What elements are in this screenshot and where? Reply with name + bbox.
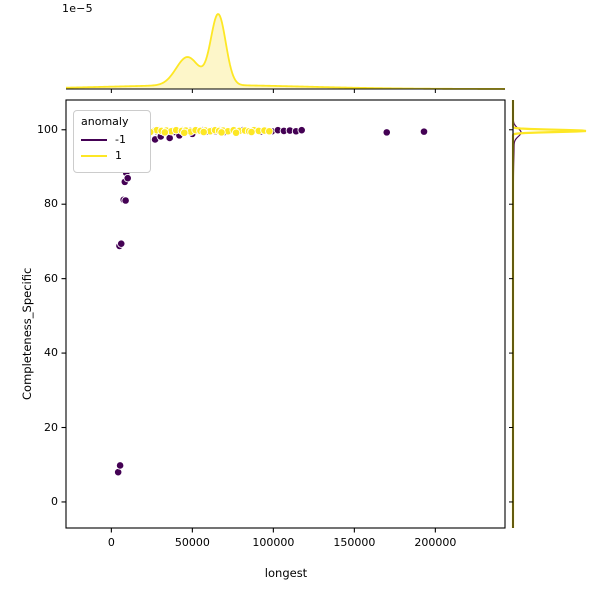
x-axis-ticks bbox=[110, 528, 436, 533]
marginal-x-offset-text: 1e−5 bbox=[62, 2, 93, 15]
scatter-point bbox=[231, 128, 241, 137]
scatter-point bbox=[217, 128, 226, 137]
x-tick-label: 150000 bbox=[333, 536, 376, 549]
y-tick-label: 40 bbox=[44, 346, 58, 360]
x-tick-label: 200000 bbox=[414, 536, 457, 549]
scatter-point bbox=[117, 239, 126, 248]
scatter-point bbox=[265, 127, 274, 136]
x-tick-label: 0 bbox=[107, 536, 115, 549]
legend-entry-minus1[interactable]: -1 bbox=[81, 132, 144, 148]
y-tick-label: 100 bbox=[37, 122, 58, 136]
scatter-point bbox=[419, 127, 429, 136]
y-tick-label: 60 bbox=[44, 271, 58, 285]
legend-label-minus1: -1 bbox=[115, 133, 126, 146]
legend[interactable]: anomaly -1 1 bbox=[73, 110, 151, 173]
y-axis-ticks bbox=[61, 129, 66, 503]
legend-swatch-minus1 bbox=[81, 139, 107, 141]
x-axis-label: longest bbox=[264, 566, 308, 580]
y-tick-label: 20 bbox=[44, 420, 58, 434]
scatter-point bbox=[180, 128, 189, 137]
legend-label-1: 1 bbox=[115, 149, 122, 162]
plot-frame bbox=[65, 99, 506, 529]
scatter-point bbox=[160, 128, 170, 137]
x-tick-label: 100000 bbox=[252, 536, 295, 549]
legend-swatch-1 bbox=[81, 155, 107, 157]
legend-entry-1[interactable]: 1 bbox=[81, 148, 144, 164]
x-tick-label: 50000 bbox=[174, 536, 210, 549]
scatter-points-group bbox=[113, 125, 429, 477]
legend-title: anomaly bbox=[81, 115, 129, 128]
scatter-point bbox=[123, 173, 132, 183]
scatter-point bbox=[247, 127, 256, 137]
scatter-point bbox=[199, 127, 208, 137]
scatter-point bbox=[382, 128, 391, 137]
y-axis-label: Completeness_Specific bbox=[20, 267, 34, 400]
scatter-point bbox=[121, 196, 130, 205]
scatter-point bbox=[297, 125, 306, 135]
scatter-point bbox=[115, 461, 125, 470]
y-tick-label: 80 bbox=[44, 197, 58, 211]
y-tick-label: 0 bbox=[51, 494, 58, 508]
